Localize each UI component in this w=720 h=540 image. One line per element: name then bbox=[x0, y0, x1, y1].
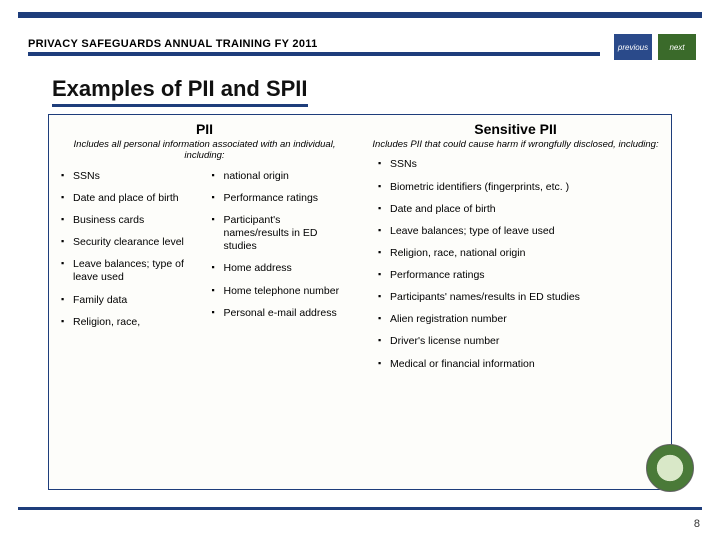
list-item: Home telephone number bbox=[212, 285, 349, 298]
list-item: SSNs bbox=[378, 158, 659, 171]
pii-subtitle: Includes all personal information associ… bbox=[61, 139, 348, 162]
dept-seal-icon bbox=[646, 444, 694, 492]
previous-button[interactable]: previous bbox=[614, 34, 652, 60]
slide-title: Examples of PII and SPII bbox=[52, 76, 308, 107]
list-item: national origin bbox=[212, 170, 349, 183]
list-item: Business cards bbox=[61, 214, 198, 227]
list-item: Alien registration number bbox=[378, 313, 659, 326]
list-item: Religion, race, bbox=[61, 316, 198, 329]
spii-title: Sensitive PII bbox=[372, 121, 659, 137]
list-item: Home address bbox=[212, 262, 349, 275]
page-number: 8 bbox=[694, 518, 700, 530]
list-item: SSNs bbox=[61, 170, 198, 183]
next-button[interactable]: next bbox=[658, 34, 696, 60]
spii-subtitle: Includes PII that could cause harm if wr… bbox=[372, 139, 659, 150]
pii-title: PII bbox=[61, 121, 348, 137]
list-item: Religion, race, national origin bbox=[378, 247, 659, 260]
list-item: Date and place of birth bbox=[378, 203, 659, 216]
pii-list-left: SSNs Date and place of birth Business ca… bbox=[61, 170, 198, 338]
list-item: Performance ratings bbox=[212, 192, 349, 205]
list-item: Driver's license number bbox=[378, 335, 659, 348]
list-item: Performance ratings bbox=[378, 269, 659, 282]
list-item: Family data bbox=[61, 294, 198, 307]
list-item: Participants' names/results in ED studie… bbox=[378, 291, 659, 304]
spii-list: SSNs Biometric identifiers (fingerprints… bbox=[372, 158, 659, 370]
header-title: PRIVACY SAFEGUARDS ANNUAL TRAINING FY 20… bbox=[28, 38, 318, 50]
spii-column: Sensitive PII Includes PII that could ca… bbox=[360, 115, 671, 489]
list-item: Medical or financial information bbox=[378, 358, 659, 371]
bottom-border bbox=[18, 507, 702, 510]
list-item: Date and place of birth bbox=[61, 192, 198, 205]
pii-column: PII Includes all personal information as… bbox=[49, 115, 360, 489]
list-item: Participant's names/results in ED studie… bbox=[212, 214, 349, 253]
header-bar: PRIVACY SAFEGUARDS ANNUAL TRAINING FY 20… bbox=[28, 36, 600, 56]
pii-list-container: SSNs Date and place of birth Business ca… bbox=[61, 170, 348, 338]
list-item: Leave balances; type of leave used bbox=[378, 225, 659, 238]
top-border bbox=[18, 12, 702, 18]
content-frame: PII Includes all personal information as… bbox=[48, 114, 672, 490]
list-item: Leave balances; type of leave used bbox=[61, 258, 198, 284]
pii-list-right: national origin Performance ratings Part… bbox=[212, 170, 349, 338]
list-item: Biometric identifiers (fingerprints, etc… bbox=[378, 181, 659, 194]
list-item: Personal e-mail address bbox=[212, 307, 349, 320]
list-item: Security clearance level bbox=[61, 236, 198, 249]
